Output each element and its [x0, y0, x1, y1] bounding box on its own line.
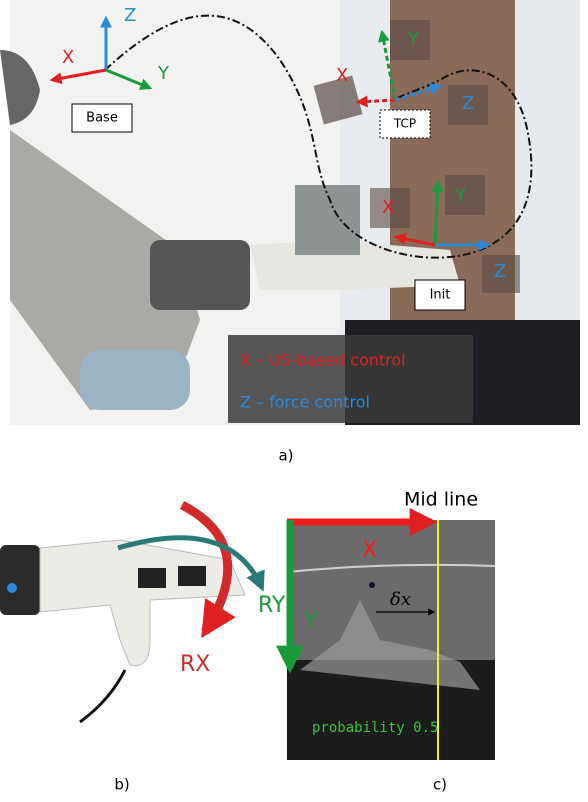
- shirt-right: [515, 0, 580, 320]
- panel-c: Mid line X Y δx probability 0.5: [276, 489, 496, 760]
- axis-label: Z: [124, 5, 136, 26]
- camera-bracket: [295, 185, 360, 255]
- panel-b: RY RX: [0, 500, 286, 724]
- tissue-layer: [286, 563, 496, 573]
- label-box: [379, 109, 431, 139]
- caption: b): [114, 776, 129, 794]
- legend-box: [228, 335, 473, 423]
- rotation-label: RY: [258, 593, 286, 618]
- marker: [448, 85, 488, 125]
- probe-holder: [39, 539, 246, 667]
- label-box: [414, 279, 466, 311]
- robot-top: [0, 50, 40, 125]
- panel-a: Z X Y Base Y X Z TCP Y X Z Init X – US-b…: [0, 0, 580, 425]
- axis-label: Z: [462, 93, 474, 114]
- axis-arrow: [49, 68, 107, 85]
- rotation-arrow: [117, 535, 265, 592]
- axis-label: X: [336, 65, 348, 86]
- mid-line-label: Mid line: [404, 489, 478, 511]
- axis-label: Y: [407, 29, 420, 50]
- frame-label: TCP: [393, 117, 416, 131]
- legend-entry: X – US-based control: [240, 351, 406, 370]
- axis-arrow: [431, 179, 444, 246]
- axis-label: X: [62, 47, 74, 68]
- frame-label: Base: [86, 111, 118, 126]
- axis-arrow: [377, 29, 397, 101]
- marker: [482, 255, 520, 293]
- marker: [313, 75, 363, 125]
- caption: a): [278, 447, 293, 465]
- robot-flange: [0, 545, 40, 615]
- probe-window: [138, 568, 166, 588]
- probability-label: probability 0.5: [312, 720, 438, 736]
- axis-label: X: [362, 538, 377, 563]
- legend-entry: Z – force control: [240, 393, 370, 412]
- axis-label: Y: [454, 185, 467, 206]
- axis-label: Z: [494, 261, 506, 282]
- offset-label: δx: [390, 589, 411, 610]
- label-box: [71, 103, 133, 133]
- axis-arrow: [355, 95, 396, 108]
- axis-arrow: [105, 68, 153, 90]
- marker: [370, 188, 410, 228]
- axis-label: Y: [303, 609, 318, 634]
- frame-label: Init: [430, 288, 451, 303]
- probe-window: [178, 566, 206, 586]
- tissue-structure: [300, 600, 480, 690]
- robot-arm: [10, 130, 200, 410]
- rotation-arrow: [179, 500, 236, 639]
- axis-label: Y: [157, 63, 170, 84]
- robot-base: [80, 350, 190, 410]
- cable: [79, 669, 127, 724]
- caption: c): [433, 776, 447, 794]
- axis-label: X: [382, 197, 394, 218]
- led: [7, 583, 17, 593]
- rotation-label: RX: [180, 652, 210, 677]
- marker: [390, 20, 430, 60]
- axis-arrow: [393, 233, 436, 247]
- robot-joint: [150, 240, 250, 310]
- target-point: [369, 582, 375, 588]
- marker: [445, 175, 485, 215]
